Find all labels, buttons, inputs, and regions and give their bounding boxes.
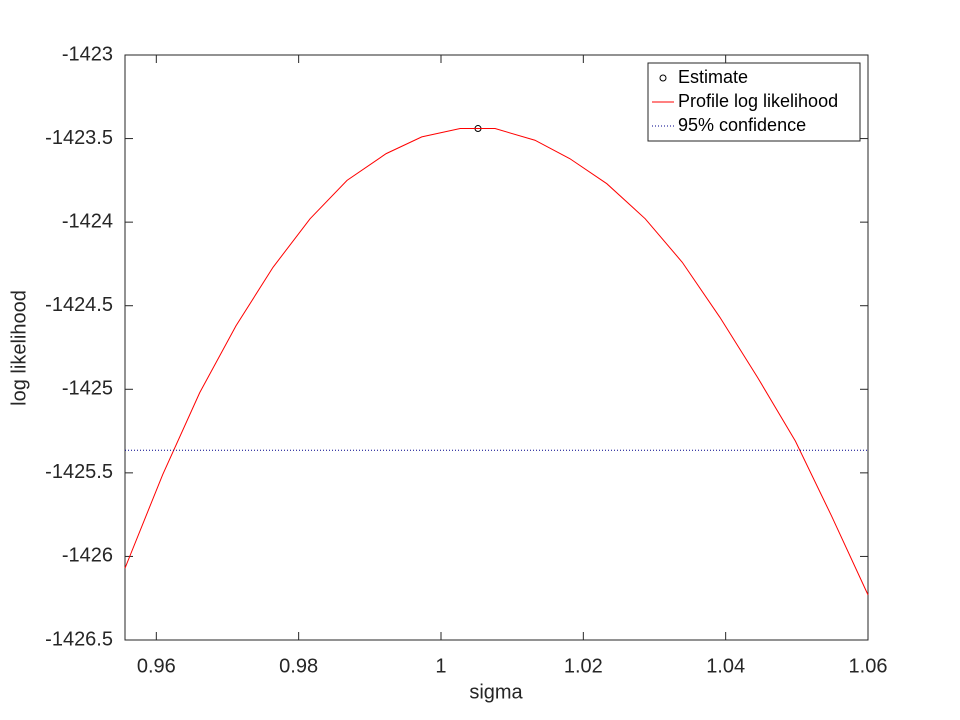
y-tick-label: -1424.5: [45, 294, 113, 316]
y-tick-label: -1423: [62, 43, 113, 65]
legend-marker: [659, 74, 667, 82]
x-axis-label: sigma: [469, 681, 523, 703]
x-tick-label: 1.04: [706, 655, 745, 677]
y-tick-label: -1426.5: [45, 628, 113, 650]
series-line: [124, 128, 869, 596]
y-tick-label: -1423.5: [45, 127, 113, 149]
y-tick-label: -1424: [62, 210, 113, 232]
x-tick-label: 1.02: [564, 655, 603, 677]
x-tick-label: 0.98: [279, 655, 318, 677]
plot-area: [124, 54, 869, 641]
legend-label: 95% confidence: [678, 115, 806, 135]
y-tick-label: -1426: [62, 545, 113, 567]
legend-box: [647, 62, 861, 142]
x-tick-label: 1.06: [849, 655, 888, 677]
y-tick-label: -1425: [62, 378, 113, 400]
y-axis-label: log likelihood: [8, 290, 30, 406]
x-tick-label: 0.96: [137, 655, 176, 677]
x-tick-label: 1: [435, 655, 446, 677]
legend-label: Estimate: [678, 67, 748, 87]
y-tick-label: -1425.5: [45, 461, 113, 483]
legend-label: Profile log likelihood: [678, 91, 838, 111]
